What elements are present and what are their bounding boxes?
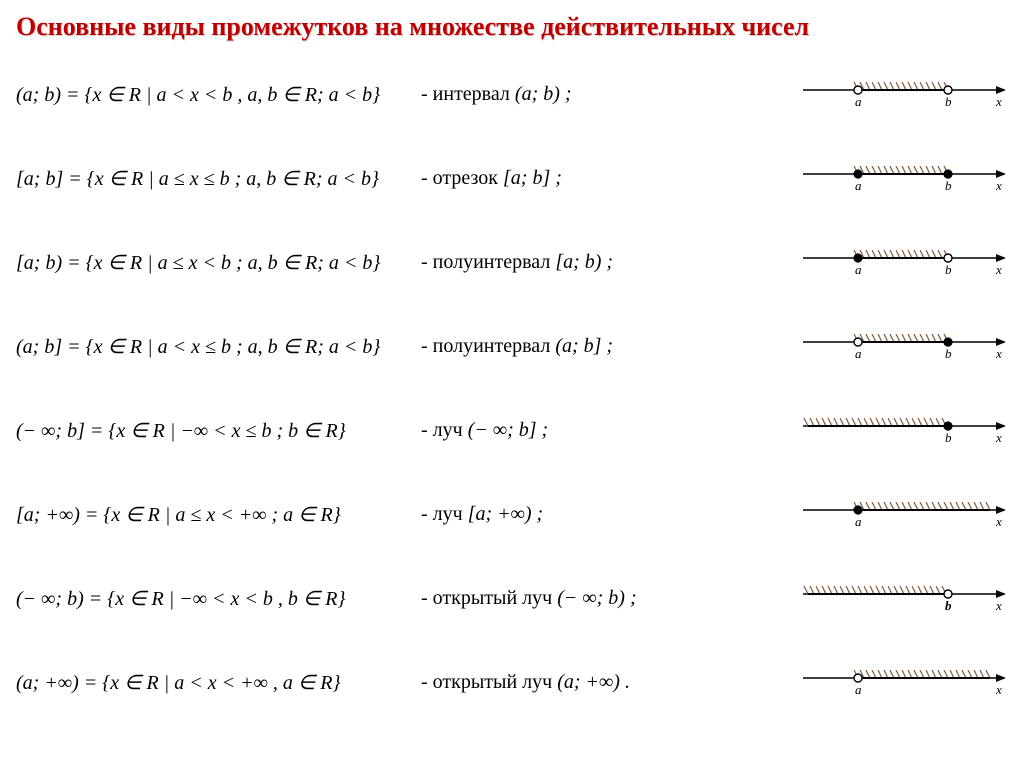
interval-name: - открытый луч (a; +∞) .	[421, 671, 630, 694]
interval-name: - интервал (a; b) ;	[421, 83, 572, 106]
interval-row: (a; b] = {x ∈ R | a < x ≤ b ; a, b ∈ R; …	[16, 324, 1008, 368]
interval-definition: [a; b] = {x ∈ R | a ≤ x ≤ b ; a, b ∈ R; …	[16, 166, 416, 191]
svg-text:x: x	[995, 598, 1002, 613]
number-line-diagram: abx	[798, 324, 1008, 368]
number-line-diagram: bx	[798, 408, 1008, 452]
svg-text:x: x	[995, 514, 1002, 529]
interval-row: [a; +∞) = {x ∈ R | a ≤ x < +∞ ; a ∈ R}- …	[16, 492, 1008, 536]
number-line-diagram: ax	[798, 492, 1008, 536]
svg-text:b: b	[945, 178, 952, 193]
svg-text:a: a	[855, 346, 862, 361]
svg-text:a: a	[855, 262, 862, 277]
svg-text:x: x	[995, 682, 1002, 697]
interval-name: - открытый луч (− ∞; b) ;	[421, 587, 637, 610]
svg-text:a: a	[855, 682, 862, 697]
svg-text:b: b	[945, 430, 952, 445]
svg-text:b: b	[945, 346, 952, 361]
interval-name: - полуинтервал (a; b] ;	[421, 335, 613, 358]
interval-definition: [a; +∞) = {x ∈ R | a ≤ x < +∞ ; a ∈ R}	[16, 502, 416, 527]
number-line-diagram: ax	[798, 660, 1008, 704]
interval-name: - полуинтервал [a; b) ;	[421, 251, 613, 274]
interval-rows: (a; b) = {x ∈ R | a < x < b , a, b ∈ R; …	[16, 72, 1008, 704]
interval-definition: (a; b) = {x ∈ R | a < x < b , a, b ∈ R; …	[16, 82, 416, 107]
interval-row: [a; b] = {x ∈ R | a ≤ x ≤ b ; a, b ∈ R; …	[16, 156, 1008, 200]
svg-text:x: x	[995, 178, 1002, 193]
svg-text:a: a	[855, 94, 862, 109]
number-line-diagram: abx	[798, 72, 1008, 116]
svg-text:b: b	[945, 598, 952, 613]
interval-row: (− ∞; b] = {x ∈ R | −∞ < x ≤ b ; b ∈ R}-…	[16, 408, 1008, 452]
number-line-diagram: bx	[798, 576, 1008, 620]
svg-text:x: x	[995, 94, 1002, 109]
interval-name: - луч [a; +∞) ;	[421, 503, 543, 526]
interval-name: - отрезок [a; b] ;	[421, 167, 562, 190]
interval-definition: (a; b] = {x ∈ R | a < x ≤ b ; a, b ∈ R; …	[16, 334, 416, 359]
interval-definition: (− ∞; b) = {x ∈ R | −∞ < x < b , b ∈ R}	[16, 586, 416, 611]
svg-text:b: b	[945, 94, 952, 109]
svg-text:a: a	[855, 514, 862, 529]
number-line-diagram: abx	[798, 240, 1008, 284]
interval-row: [a; b) = {x ∈ R | a ≤ x < b ; a, b ∈ R; …	[16, 240, 1008, 284]
interval-definition: (a; +∞) = {x ∈ R | a < x < +∞ , a ∈ R}	[16, 670, 416, 695]
number-line-diagram: abx	[798, 156, 1008, 200]
interval-definition: [a; b) = {x ∈ R | a ≤ x < b ; a, b ∈ R; …	[16, 250, 416, 275]
interval-row: (− ∞; b) = {x ∈ R | −∞ < x < b , b ∈ R}-…	[16, 576, 1008, 620]
interval-definition: (− ∞; b] = {x ∈ R | −∞ < x ≤ b ; b ∈ R}	[16, 418, 416, 443]
svg-text:a: a	[855, 178, 862, 193]
svg-text:x: x	[995, 430, 1002, 445]
interval-row: (a; +∞) = {x ∈ R | a < x < +∞ , a ∈ R}- …	[16, 660, 1008, 704]
interval-row: (a; b) = {x ∈ R | a < x < b , a, b ∈ R; …	[16, 72, 1008, 116]
page-title: Основные виды промежутков на множестве д…	[16, 12, 1008, 42]
svg-text:x: x	[995, 346, 1002, 361]
interval-name: - луч (− ∞; b] ;	[421, 419, 548, 442]
svg-text:b: b	[945, 262, 952, 277]
svg-text:x: x	[995, 262, 1002, 277]
